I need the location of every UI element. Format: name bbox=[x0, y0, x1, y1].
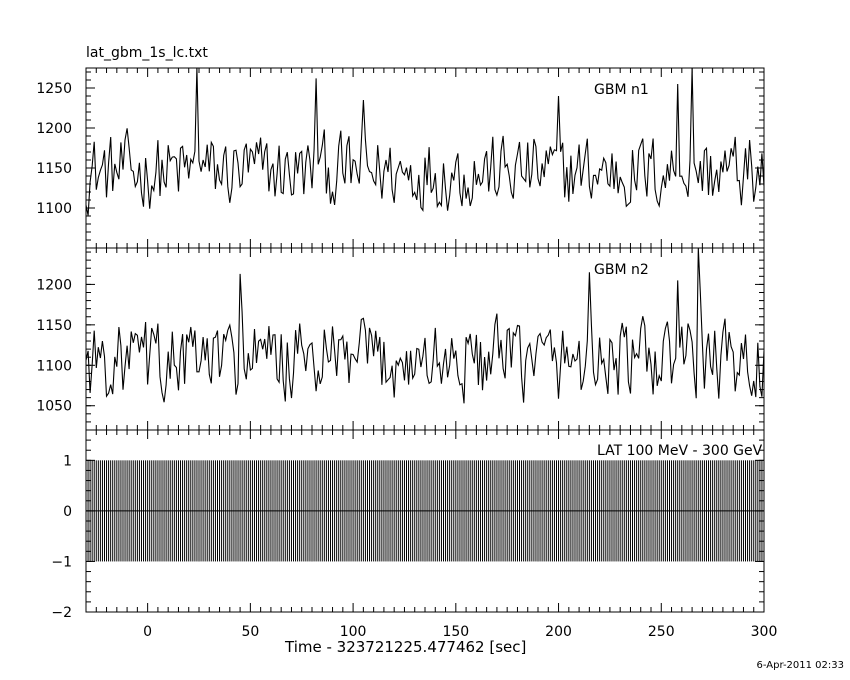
y-tick-label: 0 bbox=[63, 504, 72, 520]
x-tick-label: 50 bbox=[241, 624, 259, 640]
y-tick-label: −1 bbox=[51, 554, 72, 570]
series-lat bbox=[86, 460, 764, 562]
y-tick-label: 1100 bbox=[36, 358, 72, 374]
panel-label-gbm-n2: GBM n2 bbox=[594, 262, 649, 278]
chart-title: lat_gbm_1s_lc.txt bbox=[86, 45, 208, 61]
panel-label-lat: LAT 100 MeV - 300 GeV bbox=[597, 443, 763, 459]
y-tick-label: 1200 bbox=[36, 121, 72, 137]
series-line-gbm-n2 bbox=[86, 248, 764, 404]
x-tick-label: 150 bbox=[442, 624, 469, 640]
y-tick-label: −2 bbox=[51, 605, 72, 621]
y-tick-label: 1200 bbox=[36, 277, 72, 293]
series-gbm-n2 bbox=[86, 248, 764, 404]
x-tick-label: 300 bbox=[751, 624, 778, 640]
x-axis-label: Time - 323721225.477462 [sec] bbox=[285, 638, 527, 656]
y-tick-label: 1150 bbox=[36, 318, 72, 334]
plot-timestamp: 6-Apr-2011 02:33 bbox=[756, 660, 844, 671]
x-tick-label: 250 bbox=[648, 624, 675, 640]
x-tick-label: 100 bbox=[340, 624, 367, 640]
series-line-gbm-n1 bbox=[86, 68, 764, 216]
y-tick-label: 1150 bbox=[36, 161, 72, 177]
y-tick-label: 1250 bbox=[36, 81, 72, 97]
x-tick-label: 200 bbox=[545, 624, 572, 640]
panel-label-gbm-n1: GBM n1 bbox=[594, 82, 649, 98]
panel-gbm-n1: 1100 1150 1200 1250 GBM n1 bbox=[36, 67, 765, 249]
panel-lat: −2 −1 0 1 LAT 100 MeV - 300 GeV 0 50 100 150 200 2… bbox=[51, 429, 778, 640]
y-tick-label: 1050 bbox=[36, 399, 72, 415]
panel-gbm-n2: 1050 1100 1150 1200 GBM n2 bbox=[36, 247, 765, 431]
x-tick-label: 0 bbox=[143, 624, 152, 640]
series-gbm-n1 bbox=[86, 68, 764, 216]
y-tick-label: 1100 bbox=[36, 201, 72, 217]
y-tick-label: 1 bbox=[63, 453, 72, 469]
